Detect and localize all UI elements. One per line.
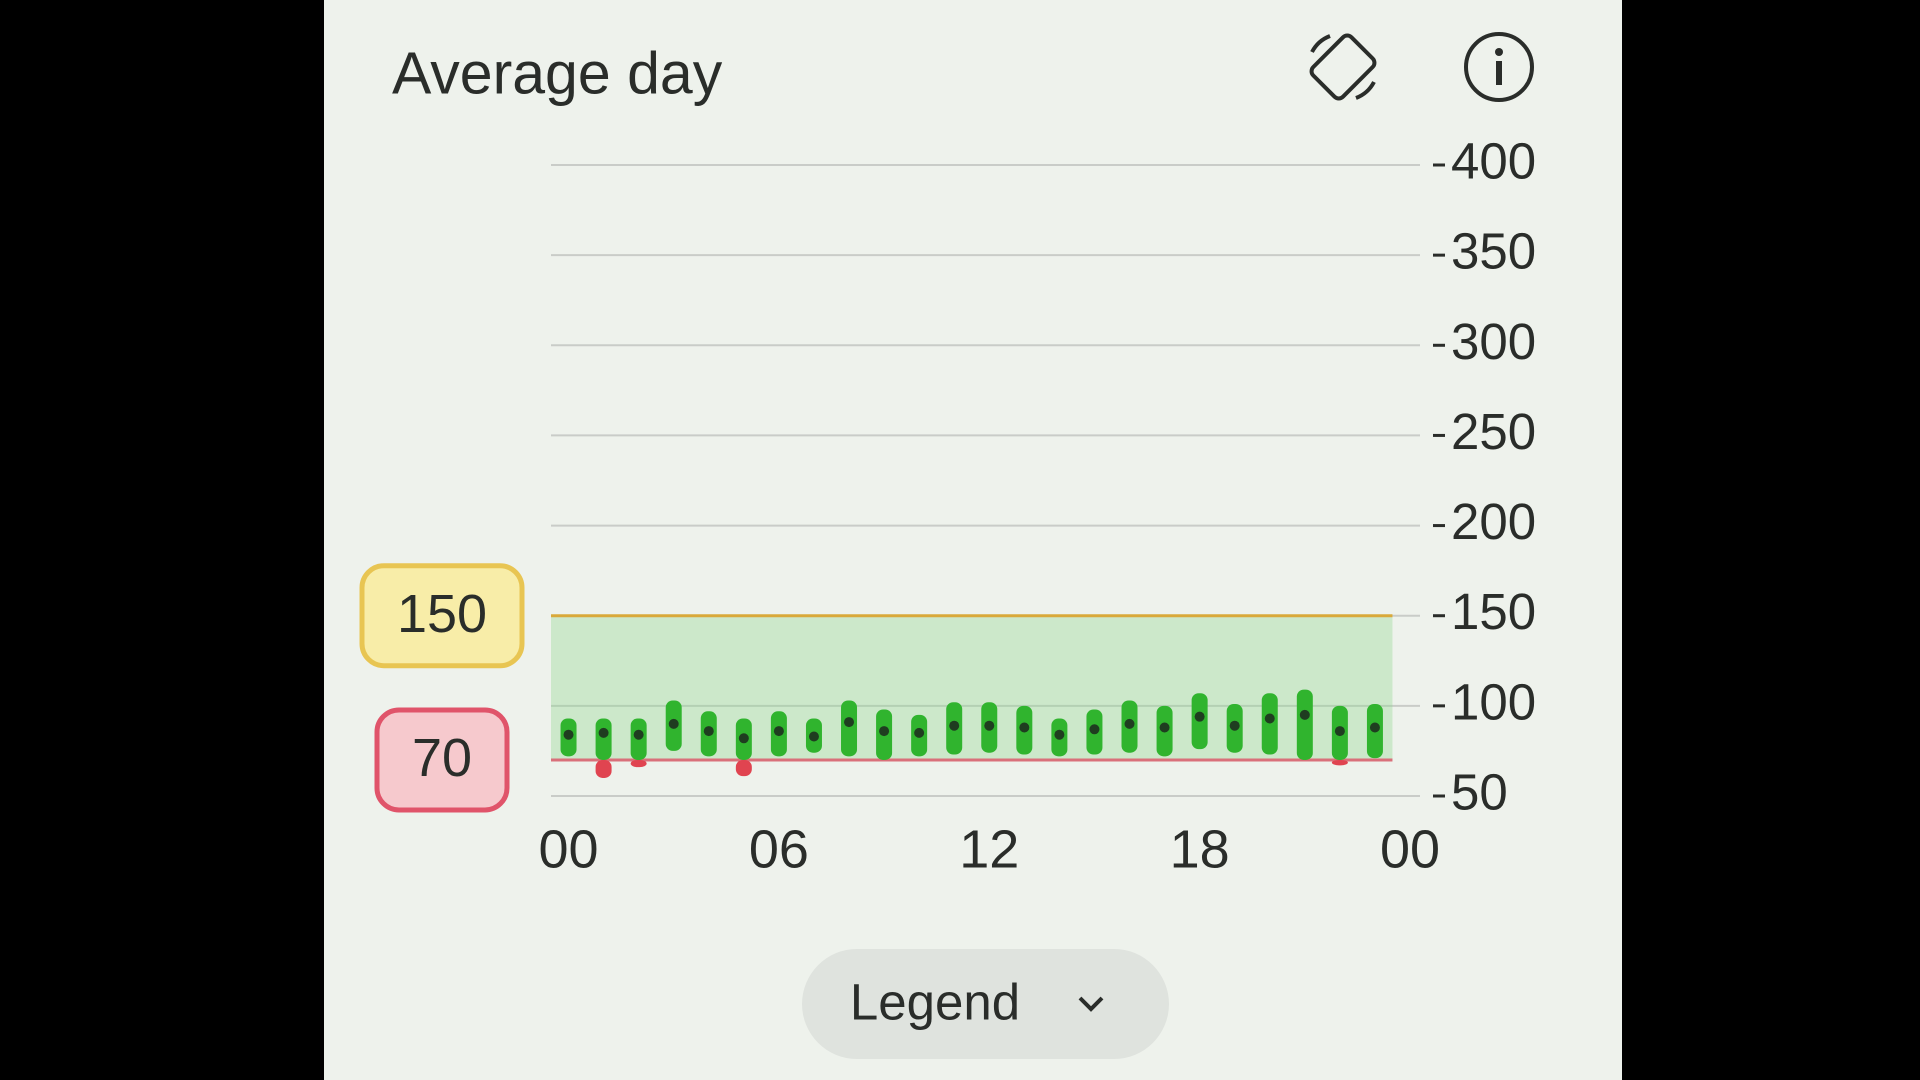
y-tick-label: 250	[1451, 403, 1536, 460]
median-dot	[1299, 709, 1310, 720]
y-tick-label: 100	[1451, 673, 1536, 730]
target-high-badge	[359, 563, 525, 669]
median-dot	[914, 727, 925, 738]
x-tick-label: 00	[1380, 819, 1440, 879]
y-tick-label: 350	[1451, 223, 1536, 280]
rotate-icon[interactable]	[1309, 33, 1377, 101]
target-low-label: 70	[412, 728, 472, 788]
median-dot	[949, 720, 960, 731]
median-dot	[1334, 726, 1345, 737]
low-bar	[595, 759, 612, 778]
median-dot	[1194, 711, 1205, 722]
low-bar	[630, 759, 647, 768]
y-tick-label: 200	[1451, 493, 1536, 550]
median-dot	[1264, 713, 1275, 724]
y-tick-label: 150	[1451, 583, 1536, 640]
target-band	[551, 615, 1393, 760]
y-tick-label: 300	[1451, 313, 1536, 370]
median-dot	[1019, 722, 1030, 733]
legend-button[interactable]: Legend	[802, 949, 1169, 1059]
median-dot	[1089, 724, 1100, 735]
median-dot	[1159, 722, 1170, 733]
median-dot	[1124, 718, 1135, 729]
range-bar	[1261, 693, 1278, 755]
range-bar	[1296, 689, 1313, 760]
median-dot	[773, 726, 784, 737]
x-tick-label: 06	[749, 819, 809, 879]
target-low-badge	[374, 707, 510, 813]
median-dot	[844, 717, 855, 728]
x-tick-label: 00	[538, 819, 598, 879]
target-high-label: 150	[397, 584, 487, 644]
median-dot	[598, 727, 609, 738]
range-bar	[841, 700, 858, 757]
median-dot	[1054, 729, 1065, 740]
x-tick-label: 18	[1170, 819, 1230, 879]
median-dot	[808, 731, 819, 742]
panel	[324, 0, 1622, 1080]
median-dot	[633, 729, 644, 740]
median-dot	[1369, 722, 1380, 733]
info-icon[interactable]	[1464, 32, 1534, 102]
low-bar	[735, 759, 752, 777]
x-tick-label: 12	[959, 819, 1019, 879]
median-dot	[563, 729, 574, 740]
median-dot	[668, 718, 679, 729]
title: Average day	[392, 41, 723, 107]
y-tick-label: 400	[1451, 132, 1536, 189]
range-bar	[595, 718, 612, 760]
median-dot	[1229, 720, 1240, 731]
y-tick-label: 50	[1451, 763, 1508, 820]
legend-label: Legend	[850, 973, 1020, 1030]
median-dot	[738, 733, 749, 744]
median-dot	[984, 720, 995, 731]
median-dot	[879, 726, 890, 737]
low-bar	[1331, 759, 1348, 766]
median-dot	[703, 726, 714, 737]
